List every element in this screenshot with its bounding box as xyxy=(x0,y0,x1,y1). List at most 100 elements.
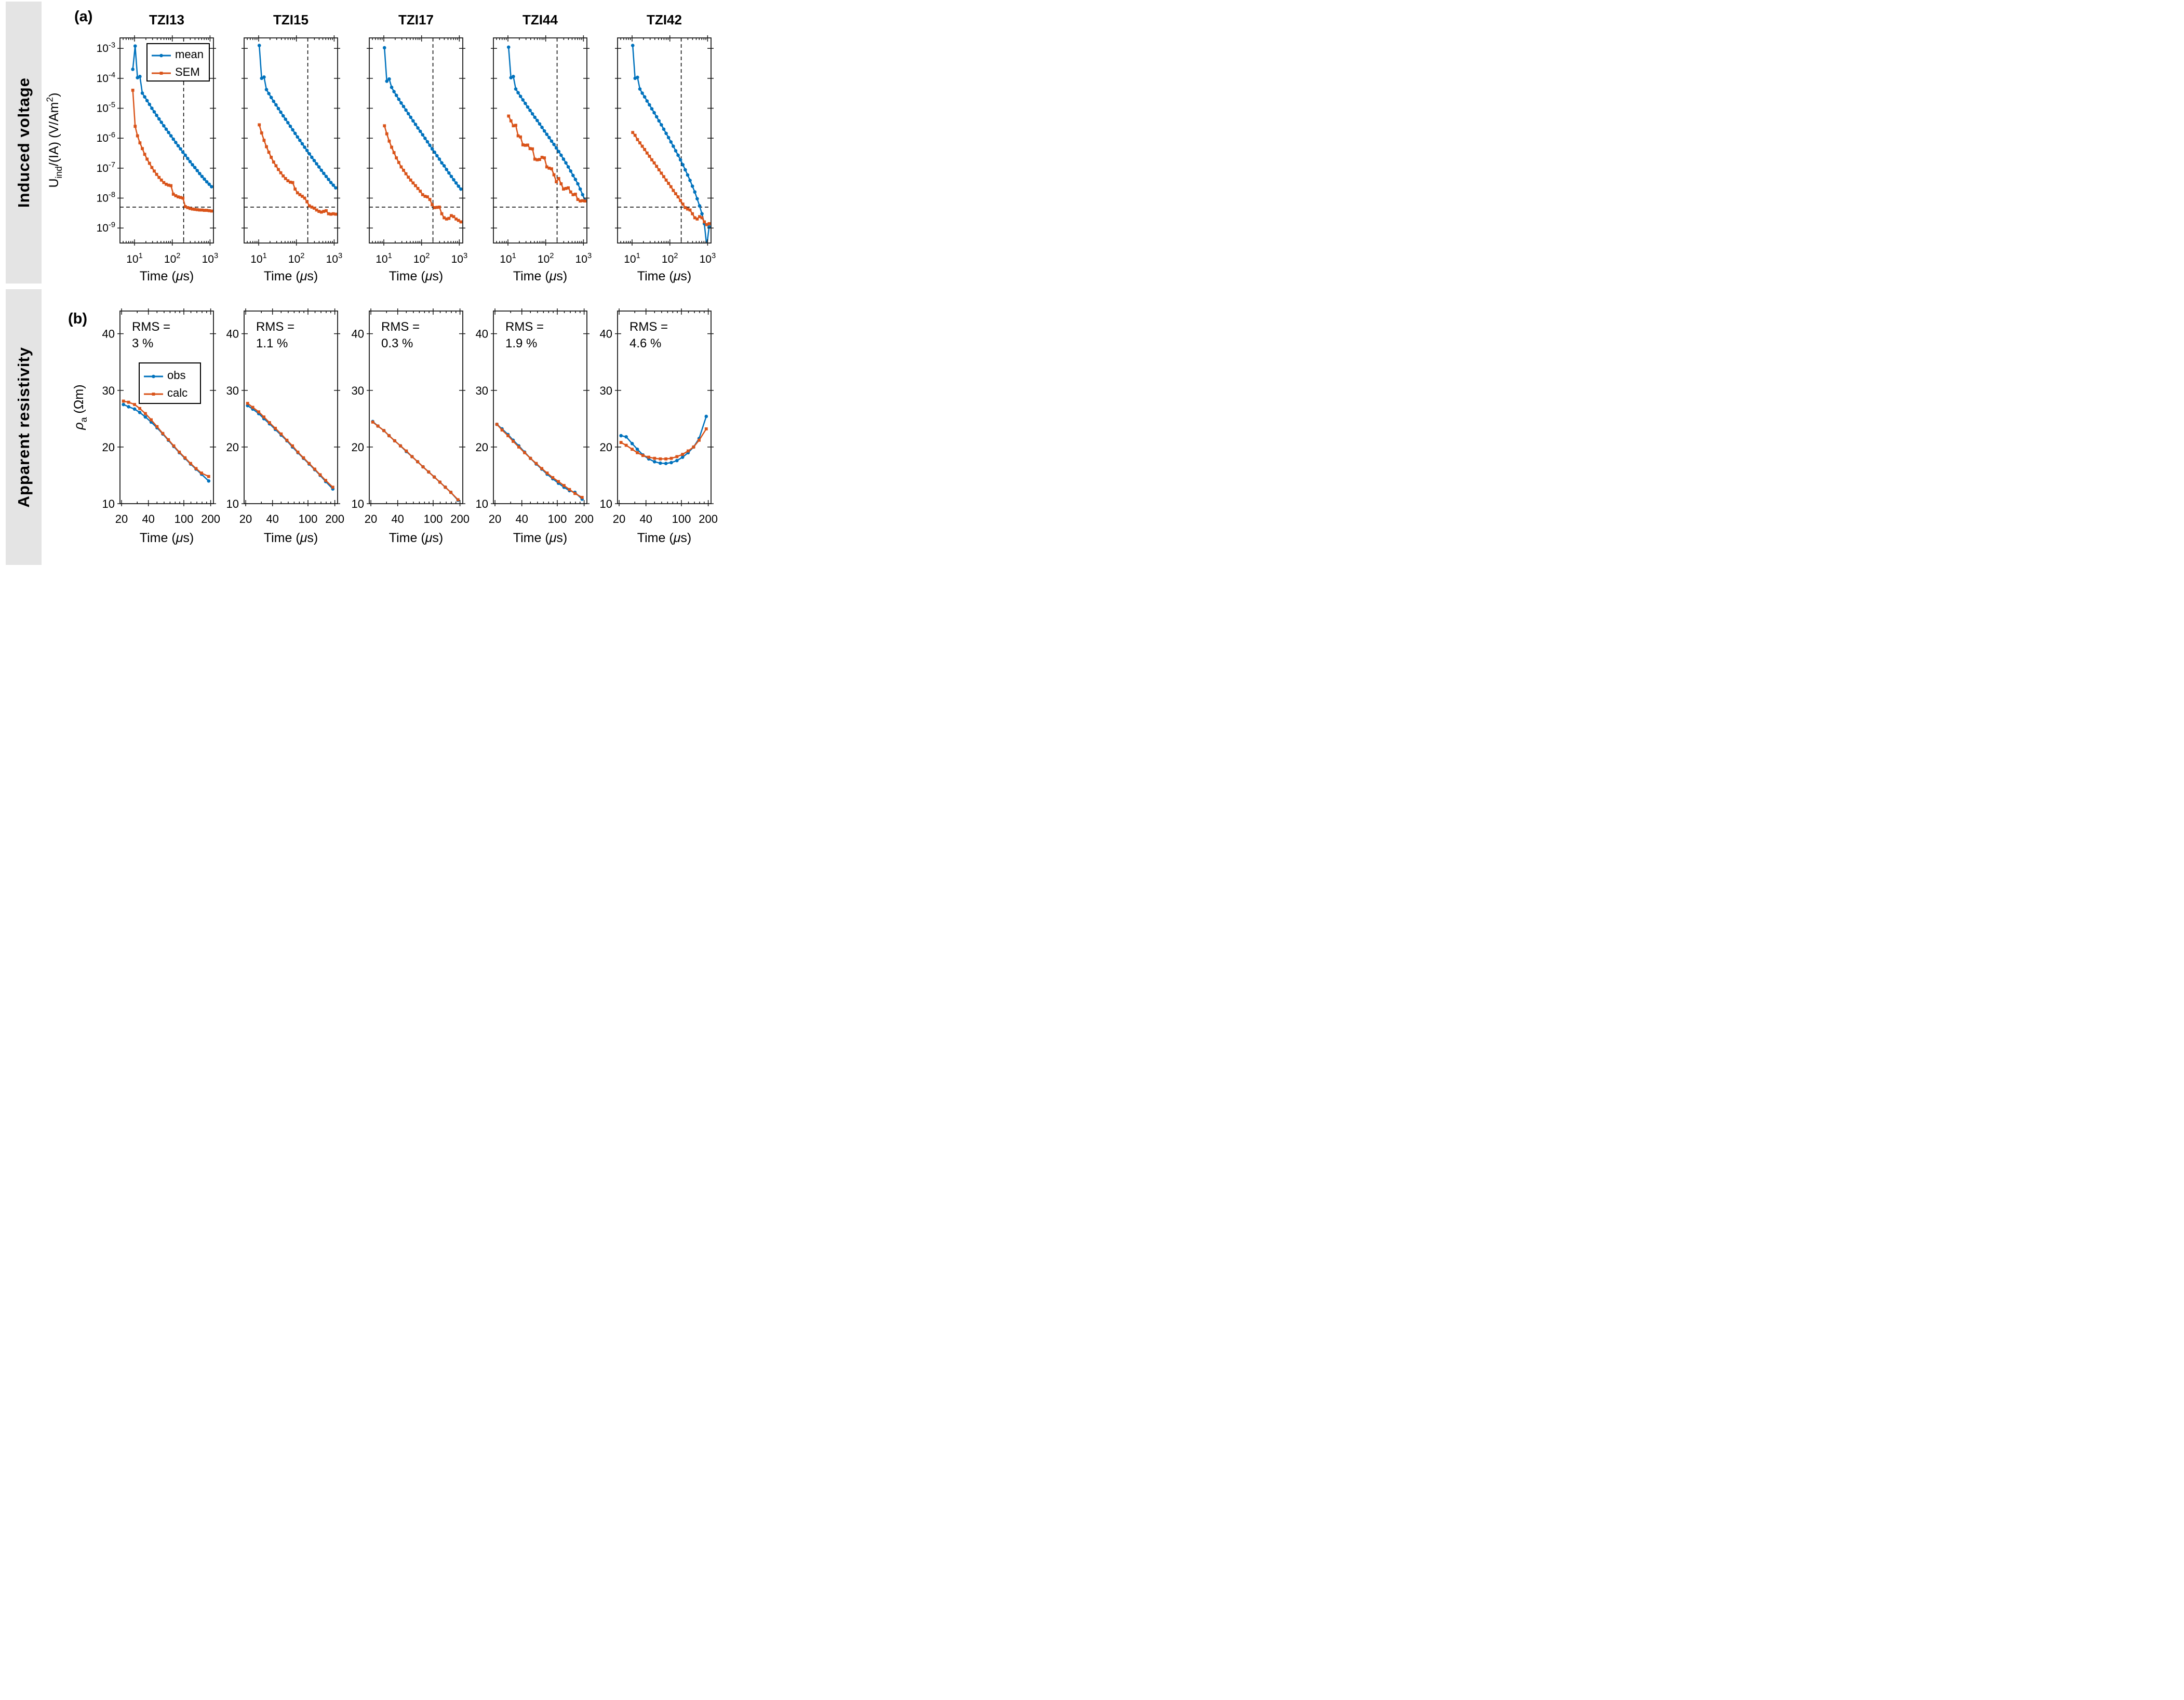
svg-text:103: 103 xyxy=(700,252,716,265)
svg-text:obs: obs xyxy=(167,369,185,382)
svg-text:102: 102 xyxy=(164,252,181,265)
svg-text:10-8: 10-8 xyxy=(97,191,115,205)
svg-text:mean: mean xyxy=(175,48,204,61)
panel-label-a: (a) xyxy=(74,8,93,25)
svg-text:4.6 %: 4.6 % xyxy=(629,336,661,350)
svg-text:Time (μs): Time (μs) xyxy=(264,269,318,284)
svg-text:40: 40 xyxy=(352,328,364,341)
resistivity-y-axis-label: ρa (Ωm) xyxy=(72,384,89,430)
rms-annotation-TZI44: RMS = 1.9 % xyxy=(505,320,544,350)
voltage-y-axis-label: Uind/(IA) (V/Am2) xyxy=(45,92,64,187)
svg-text:30: 30 xyxy=(600,384,612,397)
svg-text:200: 200 xyxy=(325,512,344,525)
svg-text:101: 101 xyxy=(126,252,143,265)
svg-text:103: 103 xyxy=(451,252,468,265)
svg-text:RMS =: RMS = xyxy=(629,320,668,334)
svg-text:30: 30 xyxy=(226,384,239,397)
svg-text:103: 103 xyxy=(575,252,592,265)
svg-text:40: 40 xyxy=(391,512,404,525)
svg-text:TZI13: TZI13 xyxy=(149,12,184,28)
svg-text:100: 100 xyxy=(672,512,691,525)
svg-text:RMS =: RMS = xyxy=(256,320,294,334)
svg-text:100: 100 xyxy=(424,512,443,525)
svg-text:Time (μs): Time (μs) xyxy=(389,531,443,545)
svg-text:200: 200 xyxy=(450,512,470,525)
svg-text:20: 20 xyxy=(102,441,115,454)
svg-text:30: 30 xyxy=(476,384,488,397)
svg-text:10-4: 10-4 xyxy=(97,71,115,85)
svg-text:SEM: SEM xyxy=(175,65,200,78)
svg-text:40: 40 xyxy=(600,328,612,341)
svg-text:10: 10 xyxy=(352,497,364,510)
svg-text:RMS =: RMS = xyxy=(381,320,420,334)
svg-text:3 %: 3 % xyxy=(132,336,153,350)
svg-text:TZI17: TZI17 xyxy=(398,12,434,28)
svg-text:20: 20 xyxy=(226,441,239,454)
voltage-chart-TZI44: 101 102 103 Time (μs) TZI44 xyxy=(491,12,592,284)
svg-text:Time (μs): Time (μs) xyxy=(264,531,318,545)
svg-text:ρa (Ωm): ρa (Ωm) xyxy=(72,384,89,430)
svg-text:100: 100 xyxy=(175,512,194,525)
voltage-chart-TZI13: 10-3 10-4 10-5 10-6 10-7 10-8 10-9 101 102 103 Tim… xyxy=(97,12,219,284)
svg-text:TZI44: TZI44 xyxy=(522,12,558,28)
svg-text:Time (μs): Time (μs) xyxy=(513,269,567,284)
svg-text:Time (μs): Time (μs) xyxy=(637,531,691,545)
svg-text:20: 20 xyxy=(365,512,377,525)
svg-text:102: 102 xyxy=(662,252,678,265)
svg-text:10: 10 xyxy=(102,497,115,510)
svg-text:Time (μs): Time (μs) xyxy=(389,269,443,284)
svg-text:0.3 %: 0.3 % xyxy=(381,336,413,350)
svg-text:10-3: 10-3 xyxy=(97,41,115,55)
svg-text:10: 10 xyxy=(226,497,239,510)
svg-text:Time (μs): Time (μs) xyxy=(513,531,567,545)
svg-text:20: 20 xyxy=(476,441,488,454)
svg-text:40: 40 xyxy=(266,512,278,525)
svg-text:RMS =: RMS = xyxy=(132,320,170,334)
voltage-chart-TZI42: 101 102 103 Time (μs) TZI42 xyxy=(615,12,716,284)
legend-mean-sem: mean SEM xyxy=(146,43,210,82)
voltage-chart-TZI17: 101 102 103 Time (μs) TZI17 xyxy=(367,12,467,284)
rms-annotation-TZI13: RMS = 3 % xyxy=(132,320,170,350)
svg-text:40: 40 xyxy=(639,512,652,525)
row-label-band-induced-voltage: Induced voltage xyxy=(6,2,42,284)
svg-text:40: 40 xyxy=(476,328,488,341)
svg-text:102: 102 xyxy=(413,252,430,265)
svg-text:10-9: 10-9 xyxy=(97,221,115,234)
svg-text:30: 30 xyxy=(352,384,364,397)
svg-text:101: 101 xyxy=(500,252,516,265)
svg-text:10-6: 10-6 xyxy=(97,131,115,144)
svg-text:20: 20 xyxy=(613,512,625,525)
rms-annotation-TZI15: RMS = 1.1 % xyxy=(256,320,294,350)
svg-text:200: 200 xyxy=(574,512,594,525)
svg-text:100: 100 xyxy=(299,512,318,525)
svg-text:calc: calc xyxy=(167,386,187,399)
legend-obs-calc: obs calc xyxy=(139,362,201,404)
svg-text:101: 101 xyxy=(624,252,640,265)
panel-label-b: (b) xyxy=(68,311,88,327)
svg-text:10-7: 10-7 xyxy=(97,161,115,174)
svg-text:1.9 %: 1.9 % xyxy=(505,336,537,350)
svg-text:TZI15: TZI15 xyxy=(273,12,309,28)
svg-text:20: 20 xyxy=(352,441,364,454)
rms-annotation-TZI42: RMS = 4.6 % xyxy=(629,320,668,350)
svg-text:20: 20 xyxy=(600,441,612,454)
svg-text:10: 10 xyxy=(476,497,488,510)
rms-annotation-TZI17: RMS = 0.3 % xyxy=(381,320,420,350)
svg-text:40: 40 xyxy=(226,328,239,341)
svg-text:101: 101 xyxy=(376,252,392,265)
svg-text:30: 30 xyxy=(102,384,115,397)
svg-text:1.1 %: 1.1 % xyxy=(256,336,288,350)
svg-text:10: 10 xyxy=(600,497,612,510)
svg-text:Time (μs): Time (μs) xyxy=(140,531,194,545)
svg-text:103: 103 xyxy=(326,252,343,265)
svg-text:20: 20 xyxy=(239,512,252,525)
svg-text:40: 40 xyxy=(102,328,115,341)
svg-text:100: 100 xyxy=(548,512,567,525)
svg-text:200: 200 xyxy=(201,512,220,525)
